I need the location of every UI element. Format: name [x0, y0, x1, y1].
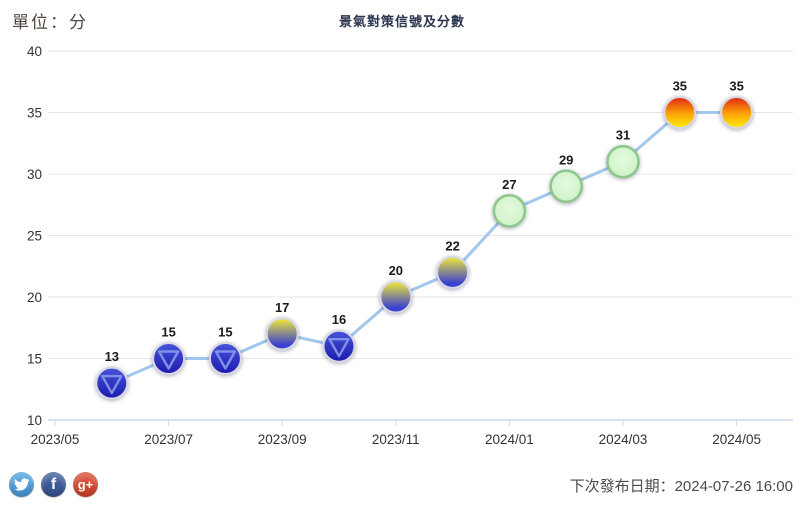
- twitter-bird-icon: [14, 478, 29, 491]
- y-axis-tick-label: 35: [27, 106, 42, 121]
- data-point-label: 35: [673, 79, 687, 94]
- yellow_red-signal-circle: [720, 96, 754, 129]
- data-point-marker-2023-07[interactable]: [152, 342, 186, 375]
- x-axis-tick-label: 2024/03: [599, 432, 648, 447]
- triangle-down-icon: [328, 338, 350, 358]
- data-point-marker-2023-09[interactable]: [265, 317, 299, 351]
- series-line: [110, 111, 739, 385]
- yellow_red-signal-circle: [663, 96, 697, 129]
- data-point-label: 22: [445, 238, 459, 253]
- data-point-marker-2024-03[interactable]: [606, 144, 640, 179]
- google-plus-share-button[interactable]: g+: [73, 472, 98, 497]
- next-release-date: 下次發布日期：2024-07-26 16:00: [569, 478, 793, 495]
- x-axis-tick-label: 2023/11: [372, 432, 420, 447]
- twitter-share-button[interactable]: [9, 472, 34, 497]
- data-point-label: 35: [729, 79, 743, 94]
- y-axis-tick-label: 25: [27, 229, 42, 244]
- x-axis-tick-label: 2023/05: [31, 432, 80, 447]
- facebook-share-button[interactable]: f: [41, 472, 66, 497]
- data-point-marker-2024-02[interactable]: [549, 169, 583, 204]
- x-axis-tick-label: 2024/05: [712, 432, 761, 447]
- x-axis-tick-label: 2023/09: [258, 432, 307, 447]
- green-signal-circle: [492, 194, 527, 228]
- data-point-marker-2024-05[interactable]: [720, 96, 754, 129]
- data-point-label: 16: [332, 312, 346, 327]
- triangle-down-icon: [101, 374, 123, 395]
- data-point-marker-2023-06[interactable]: [95, 366, 129, 400]
- facebook-f-icon: f: [50, 476, 57, 493]
- yellow_blue-signal-circle: [436, 255, 470, 289]
- green-signal-circle: [606, 144, 640, 179]
- data-point-label: 17: [275, 300, 289, 315]
- data-point-label: 15: [161, 325, 175, 340]
- data-point-label: 31: [616, 128, 630, 143]
- triangle-down-icon: [214, 350, 237, 370]
- y-axis-tick-label: 15: [27, 352, 42, 367]
- green-signal-circle: [549, 169, 583, 204]
- x-axis-tick-label: 2023/07: [144, 432, 193, 447]
- data-point-marker-2023-11[interactable]: [379, 280, 413, 314]
- y-axis-tick-label: 10: [27, 413, 42, 428]
- y-axis-unit-label: 單位：分: [12, 13, 88, 32]
- yellow_blue-signal-circle: [379, 280, 413, 314]
- data-point-label: 20: [389, 263, 403, 278]
- data-point-marker-2023-10[interactable]: [322, 329, 356, 363]
- google-plus-icon: g+: [77, 477, 94, 492]
- data-point-marker-2024-04[interactable]: [663, 96, 697, 129]
- chart-title: 景氣對策信號及分數: [338, 14, 465, 29]
- data-point-label: 29: [559, 152, 573, 167]
- data-point-label: 27: [502, 177, 516, 192]
- data-point-label: 13: [105, 349, 119, 364]
- line-chart-svg: 10 15 20 25 30 35 40 2023/05 2023/07 2023/09 2023/…: [27, 44, 793, 447]
- y-axis-tick-label: 30: [27, 167, 42, 182]
- data-point-label: 15: [218, 325, 232, 340]
- data-point-marker-2023-12[interactable]: [436, 255, 470, 289]
- y-axis-tick-label: 20: [27, 290, 42, 305]
- yellow_blue-signal-circle: [265, 317, 299, 351]
- x-axis-tick-label: 2024/01: [485, 432, 534, 447]
- data-point-marker-2024-01[interactable]: [492, 194, 527, 228]
- y-axis-tick-label: 40: [27, 44, 42, 59]
- data-point-marker-2023-08[interactable]: [208, 342, 242, 375]
- triangle-down-icon: [157, 350, 180, 370]
